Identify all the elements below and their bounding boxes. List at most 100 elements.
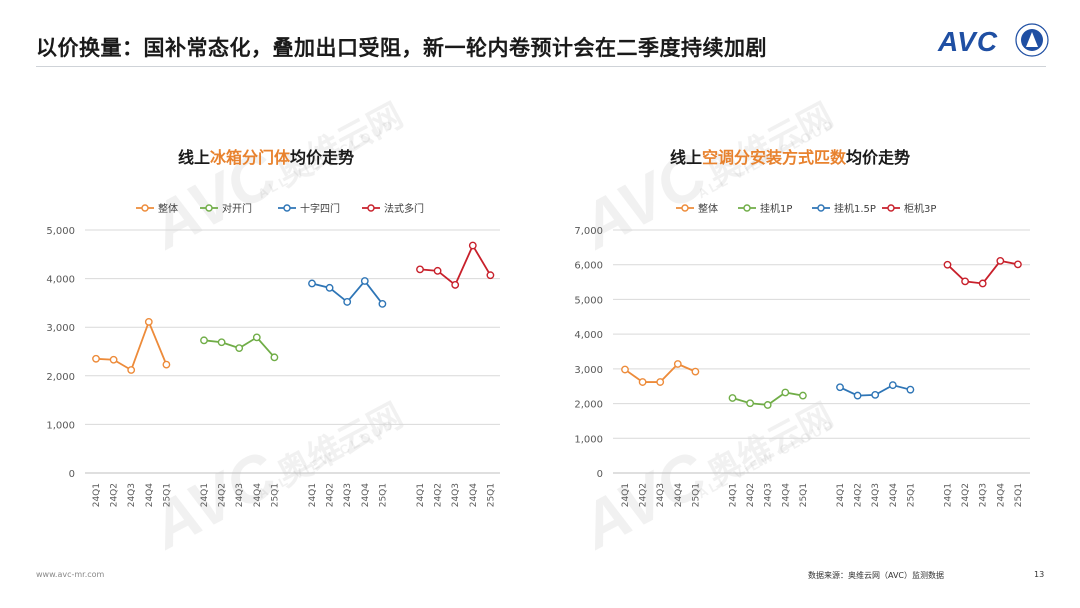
x-tick-label: 24Q4 (253, 483, 263, 508)
y-tick-label: 4,000 (46, 275, 75, 286)
data-point (728, 394, 737, 402)
x-tick-label: 25Q1 (906, 483, 916, 507)
data-point (691, 367, 700, 376)
y-tick-label: 3,000 (574, 365, 603, 376)
x-tick-label: 24Q2 (746, 483, 756, 507)
x-tick-label: 24Q2 (218, 483, 228, 507)
y-tick-label: 7,000 (574, 226, 603, 237)
y-tick-label: 4,000 (574, 330, 603, 341)
data-point (343, 298, 352, 306)
data-point (162, 360, 171, 369)
x-tick-label: 24Q2 (110, 483, 120, 507)
data-point (621, 365, 629, 374)
y-tick-label: 0 (69, 469, 75, 480)
x-tick-label: 24Q4 (469, 483, 479, 508)
y-tick-label: 5,000 (46, 226, 75, 237)
legend-marker (141, 204, 149, 212)
data-point (871, 390, 880, 399)
x-tick-label: 24Q3 (127, 483, 137, 507)
data-point (378, 299, 387, 308)
data-point (486, 271, 495, 280)
legend-label: 挂机1.5P (834, 202, 876, 215)
data-point (961, 277, 969, 286)
legend-marker (743, 204, 751, 212)
x-tick-label: 24Q4 (889, 483, 899, 508)
legend-marker (887, 204, 895, 212)
y-tick-label: 5,000 (574, 295, 603, 306)
avc-logo: AVC (938, 26, 999, 57)
x-tick-label: 24Q2 (326, 483, 336, 507)
legend-label: 对开门 (222, 202, 252, 215)
legend-marker (681, 204, 689, 212)
x-tick-label: 25Q1 (162, 483, 172, 507)
legend-marker (205, 204, 213, 212)
x-tick-label: 25Q1 (1014, 483, 1024, 507)
x-tick-label: 24Q2 (854, 483, 864, 507)
x-tick-label: 25Q1 (486, 483, 496, 507)
legend-label: 整体 (698, 202, 718, 215)
x-tick-label: 25Q1 (691, 483, 701, 507)
header-divider (36, 66, 1046, 67)
data-point (109, 355, 118, 364)
data-source-note: 数据来源：奥维云网（AVC）监测数据 (808, 571, 945, 580)
x-tick-label: 24Q1 (92, 483, 102, 507)
data-point (763, 401, 772, 409)
x-tick-label: 24Q1 (621, 483, 631, 507)
x-tick-label: 24Q4 (996, 483, 1006, 508)
x-tick-label: 24Q3 (235, 483, 245, 507)
data-point (325, 283, 334, 292)
data-point (888, 381, 897, 390)
legend-label: 十字四门 (300, 202, 340, 215)
data-point (746, 399, 754, 408)
chart-title-prefix: 线上 (178, 148, 211, 167)
data-point (127, 366, 136, 374)
data-point (906, 385, 915, 394)
data-point (200, 336, 208, 345)
y-tick-label: 1,000 (46, 420, 75, 431)
legend-label: 柜机3P (904, 202, 936, 215)
legend-marker (283, 204, 291, 212)
website-link[interactable]: www.avc-mr.com (36, 570, 105, 579)
x-tick-label: 24Q1 (308, 483, 318, 507)
data-point (996, 256, 1005, 265)
data-point (781, 388, 790, 397)
chart-title-ac: 线上空调分安装方式匹数均价走势 (670, 144, 910, 168)
chart-title-fridge: 线上冰箱分门体均价走势 (178, 144, 354, 168)
x-tick-label: 24Q4 (361, 483, 371, 508)
x-tick-label: 25Q1 (378, 483, 388, 507)
x-tick-label: 24Q3 (656, 483, 666, 507)
x-tick-label: 24Q3 (871, 483, 881, 507)
data-point (799, 391, 807, 400)
x-tick-label: 24Q3 (764, 483, 774, 507)
data-point (451, 281, 460, 289)
chart-title-highlight: 冰箱分门体 (210, 148, 291, 167)
data-point (270, 353, 279, 362)
x-tick-label: 24Q1 (729, 483, 739, 507)
y-tick-label: 2,000 (574, 400, 603, 411)
data-point (638, 378, 647, 386)
data-point (468, 241, 477, 250)
x-tick-label: 24Q1 (944, 483, 954, 507)
x-tick-label: 24Q3 (343, 483, 353, 507)
legend-label: 整体 (158, 202, 178, 215)
x-tick-label: 24Q3 (979, 483, 989, 507)
chart-title-prefix: 线上 (670, 148, 703, 167)
x-tick-label: 24Q2 (434, 483, 444, 507)
y-tick-label: 1,000 (574, 434, 603, 445)
legend-label: 法式多门 (384, 202, 424, 215)
data-point (853, 391, 862, 400)
legend-marker (367, 204, 375, 212)
y-tick-label: 0 (597, 469, 603, 480)
chart-title-suffix: 均价走势 (846, 148, 911, 167)
data-point (416, 265, 424, 274)
data-point (943, 260, 952, 269)
x-tick-label: 24Q1 (836, 483, 846, 507)
x-tick-label: 24Q2 (961, 483, 971, 507)
chart-title-suffix: 均价走势 (290, 148, 355, 167)
data-point (92, 354, 100, 363)
x-tick-label: 24Q1 (416, 483, 426, 507)
x-tick-label: 24Q4 (674, 483, 684, 508)
y-tick-label: 3,000 (46, 323, 75, 334)
